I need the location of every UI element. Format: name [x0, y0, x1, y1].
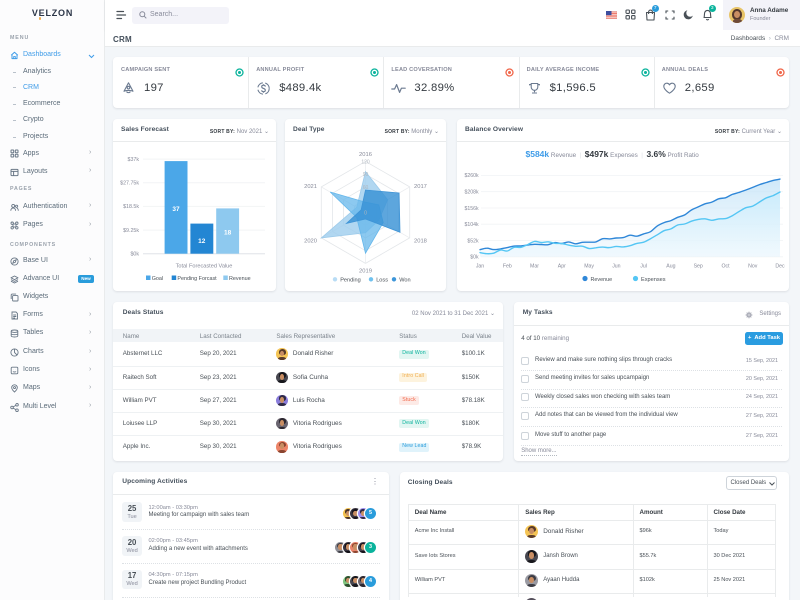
svg-text:Jun: Jun: [612, 264, 620, 270]
svg-text:$27.75k: $27.75k: [120, 181, 139, 187]
svg-text:90: 90: [363, 172, 369, 178]
svg-text:2016: 2016: [359, 152, 372, 158]
svg-text:Nov: Nov: [748, 264, 758, 270]
svg-text:120: 120: [361, 159, 370, 165]
svg-text:Revenue: Revenue: [229, 276, 251, 282]
svg-text:Pending Forcast: Pending Forcast: [177, 276, 217, 282]
svg-text:Loss: Loss: [376, 278, 388, 284]
svg-text:Oct: Oct: [721, 264, 730, 270]
svg-text:$260k: $260k: [464, 173, 479, 179]
svg-text:$37k: $37k: [128, 157, 140, 163]
svg-text:Total Forecasted Value: Total Forecasted Value: [176, 264, 233, 270]
svg-text:2019: 2019: [359, 269, 372, 275]
svg-text:$9.25k: $9.25k: [123, 228, 139, 234]
svg-text:$156k: $156k: [464, 206, 479, 212]
svg-text:2021: 2021: [304, 184, 317, 190]
svg-text:Apr: Apr: [558, 264, 566, 270]
svg-text:2017: 2017: [414, 184, 427, 190]
svg-text:18: 18: [224, 230, 232, 237]
svg-text:Won: Won: [399, 278, 410, 284]
svg-text:Dec: Dec: [775, 264, 785, 270]
svg-text:$0k: $0k: [130, 252, 139, 258]
svg-text:Feb: Feb: [503, 264, 512, 270]
svg-text:$52k: $52k: [467, 238, 479, 244]
svg-text:Jan: Jan: [476, 264, 484, 270]
svg-text:$208k: $208k: [464, 190, 479, 196]
svg-text:Goal: Goal: [152, 276, 163, 282]
svg-text:$104k: $104k: [464, 222, 479, 228]
svg-text:$18.5k: $18.5k: [123, 204, 139, 210]
svg-text:Pending: Pending: [340, 278, 361, 284]
svg-text:Aug: Aug: [666, 264, 675, 270]
svg-text:12: 12: [198, 238, 206, 245]
svg-text:2018: 2018: [414, 239, 427, 245]
svg-text:Revenue: Revenue: [591, 277, 613, 283]
svg-text:$0k: $0k: [470, 255, 479, 261]
svg-text:May: May: [584, 264, 594, 270]
svg-text:Sep: Sep: [694, 264, 703, 270]
svg-text:0: 0: [364, 210, 367, 216]
svg-text:2020: 2020: [304, 239, 317, 245]
svg-text:Jul: Jul: [640, 264, 647, 270]
svg-text:Mar: Mar: [530, 264, 539, 270]
svg-text:37: 37: [172, 206, 180, 213]
svg-text:60: 60: [363, 185, 369, 191]
svg-text:Expenses: Expenses: [641, 277, 666, 283]
